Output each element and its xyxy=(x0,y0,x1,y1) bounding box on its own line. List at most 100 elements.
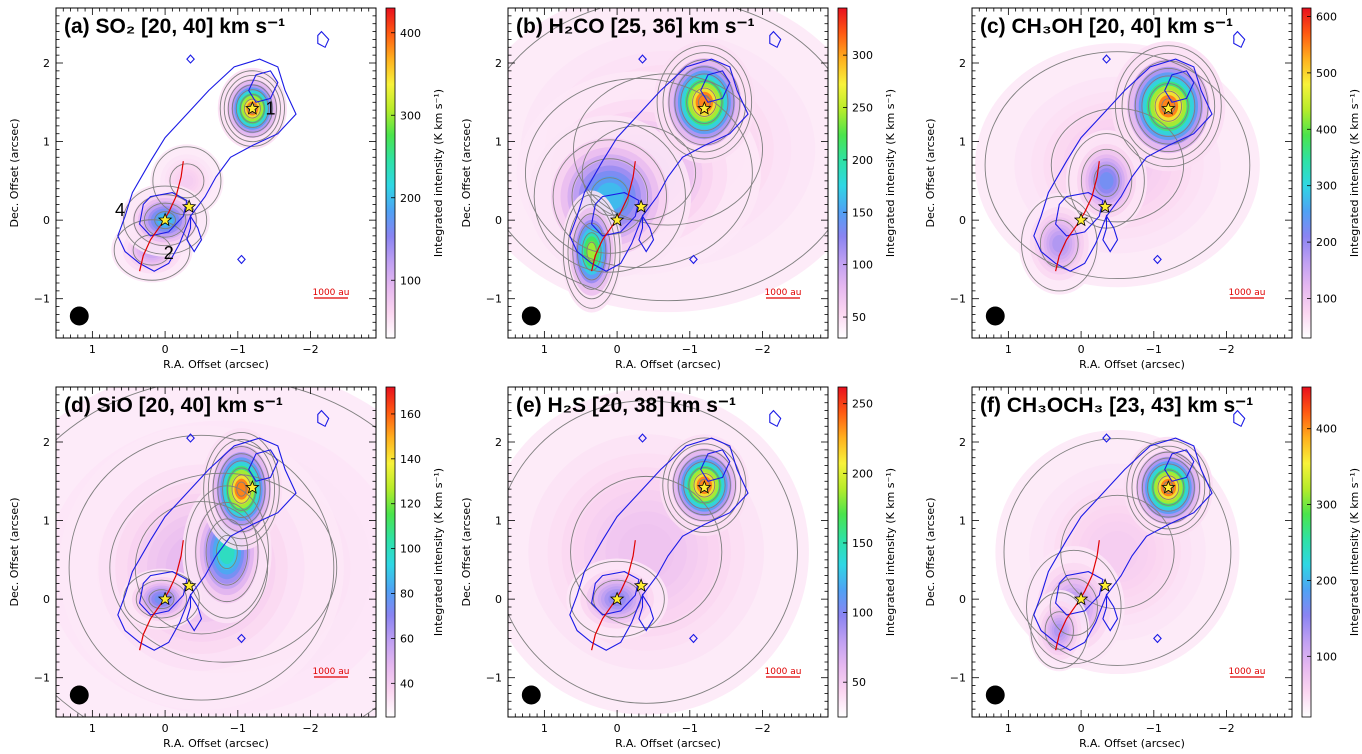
ticks xyxy=(972,387,1292,717)
blue-contour xyxy=(1164,449,1195,482)
source-star-icon xyxy=(609,212,625,227)
x-axis-label: R.A. Offset (arcsec) xyxy=(1079,358,1185,371)
blue-contours xyxy=(117,30,330,272)
blue-contour xyxy=(186,593,203,632)
colorbar-tick-label: 300 xyxy=(400,109,421,122)
blue-contour xyxy=(139,192,188,237)
grey-contour xyxy=(243,98,261,119)
colorbar-tick-label: 100 xyxy=(1316,650,1337,663)
blue-contour xyxy=(700,70,731,103)
grey-contour xyxy=(216,535,238,569)
ticks xyxy=(56,8,376,338)
x-tick-label: −2 xyxy=(754,343,770,356)
grey-contour xyxy=(656,45,753,160)
grey-contour xyxy=(169,163,205,199)
grey-contours xyxy=(984,45,1251,292)
grey-contour xyxy=(152,146,222,216)
colorbar-label: Integrated intensity (K km s⁻¹) xyxy=(884,468,897,636)
y-tick-label: 2 xyxy=(43,436,50,449)
grey-contour xyxy=(1154,90,1183,122)
beam-icon xyxy=(69,685,89,705)
source-label: 2 xyxy=(164,243,174,263)
source-star-icon xyxy=(609,591,625,606)
grey-contour xyxy=(573,73,763,226)
blue-contour xyxy=(1153,254,1162,265)
colorbar-tick-label: 250 xyxy=(852,398,873,411)
y-tick-label: −1 xyxy=(34,672,50,685)
grey-contour xyxy=(525,78,753,268)
blue-contour xyxy=(1233,30,1246,49)
y-tick-label: 1 xyxy=(495,136,502,149)
y-tick-label: −1 xyxy=(486,672,502,685)
beam-icon xyxy=(521,685,541,705)
y-tick-label: 0 xyxy=(959,593,966,606)
blue-contours xyxy=(569,30,782,272)
x-tick-label: 1 xyxy=(89,343,96,356)
scale-bar-label: 1000 au xyxy=(313,288,350,298)
scale-bar-label: 1000 au xyxy=(1229,667,1266,677)
colorbar-label: Integrated intensity (K km s⁻¹) xyxy=(432,89,445,257)
source-star-icon xyxy=(697,480,712,494)
intensity-map xyxy=(508,389,809,715)
panel-d: 1000 au 1 0 −1 −2 −1 0 1 2 R.A. Offset (arcsec) De… xyxy=(8,386,445,750)
colorbar-tick-label: 600 xyxy=(1316,10,1337,23)
y-axis-label: Dec. Offset (arcsec) xyxy=(924,497,937,606)
source-star-icon xyxy=(1097,199,1113,213)
plot-area: 1000 au xyxy=(972,8,1292,338)
ticks xyxy=(508,387,828,717)
blue-contour xyxy=(1055,192,1104,237)
plot-area: 1000 au xyxy=(508,8,828,338)
grey-contour xyxy=(236,481,247,497)
y-tick-label: 1 xyxy=(959,515,966,528)
blue-contour xyxy=(139,571,188,616)
blue-contour xyxy=(1233,409,1246,428)
colorbar-tick-label: 250 xyxy=(852,102,873,115)
blue-contour xyxy=(1102,214,1119,253)
grey-contour xyxy=(677,455,731,516)
y-tick-label: 2 xyxy=(495,436,502,449)
grey-contour xyxy=(567,203,616,300)
ticks xyxy=(508,8,828,338)
source-label: 1 xyxy=(266,99,276,119)
grey-contour xyxy=(195,501,259,603)
panel-c: 1000 au 1 0 −1 −2 −1 0 1 2 R.A. Offset (arcsec) De… xyxy=(924,7,1361,371)
y-tick-label: 0 xyxy=(495,593,502,606)
blue-contours xyxy=(569,409,782,651)
y-tick-label: 0 xyxy=(43,214,50,227)
colorbar-tick-label: 200 xyxy=(400,192,421,205)
colorbar-tick-label: 400 xyxy=(1316,123,1337,136)
x-tick-label: 0 xyxy=(162,343,169,356)
grey-contour xyxy=(1060,494,1175,610)
grey-contour xyxy=(68,434,335,701)
grey-contour xyxy=(533,120,686,273)
x-axis-label: R.A. Offset (arcsec) xyxy=(615,737,721,750)
panel-b: 1000 au 1 0 −1 −2 −1 0 1 2 R.A. Offset (arcsec) De… xyxy=(460,7,897,371)
blue-contour xyxy=(186,214,203,253)
y-tick-label: 0 xyxy=(495,214,502,227)
x-axis-label: R.A. Offset (arcsec) xyxy=(163,737,269,750)
colorbar-tick-label: 100 xyxy=(400,543,421,556)
plot-area: 1000 au xyxy=(972,387,1292,717)
grey-contour xyxy=(1136,451,1201,524)
grey-contour xyxy=(572,213,611,290)
y-tick-label: 2 xyxy=(959,436,966,449)
blue-contour xyxy=(317,409,330,428)
colorbar-tick-label: 100 xyxy=(852,607,873,620)
blue-contour xyxy=(638,54,647,64)
x-tick-label: 0 xyxy=(614,343,621,356)
intensity-blob xyxy=(1099,172,1114,190)
source-star-icon xyxy=(1073,212,1089,227)
scale-bar-label: 1000 au xyxy=(313,667,350,677)
grey-contour xyxy=(133,194,197,247)
colorbar-tick-label: 150 xyxy=(852,537,873,550)
blue-contour xyxy=(569,437,749,651)
colorbar-tick-label: 300 xyxy=(852,49,873,62)
grey-contour xyxy=(239,93,265,124)
blue-contour xyxy=(769,30,782,49)
grey-contour xyxy=(223,75,281,143)
colorbar xyxy=(385,7,396,339)
grey-contour xyxy=(1147,463,1190,512)
x-tick-label: −1 xyxy=(230,722,246,735)
grey-contour xyxy=(231,84,273,133)
source-star-icon xyxy=(181,578,197,592)
